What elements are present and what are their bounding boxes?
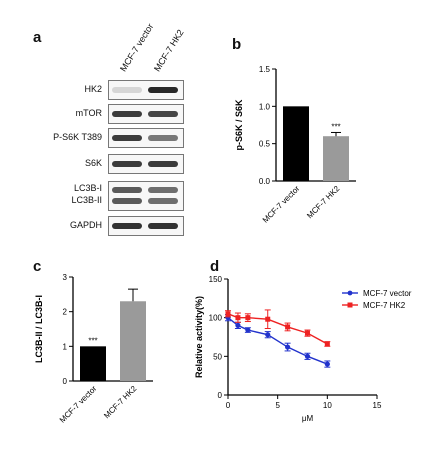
blot-band bbox=[112, 187, 142, 193]
data-point bbox=[235, 322, 241, 328]
y-tick-label: 1 bbox=[63, 342, 68, 351]
panel-letter-c: c bbox=[33, 258, 42, 275]
significance-label: *** bbox=[88, 336, 97, 345]
blot-row-label: LC3B-I bbox=[73, 183, 102, 193]
series-line bbox=[227, 313, 328, 345]
data-point bbox=[265, 316, 271, 322]
y-tick-label: 0 bbox=[218, 391, 223, 400]
blot-row-label: mTOR bbox=[75, 108, 102, 118]
legend-label: MCF-7 HK2 bbox=[363, 301, 406, 310]
blot-band bbox=[148, 187, 178, 193]
y-tick-label: 1.5 bbox=[259, 65, 271, 74]
blot-strip bbox=[108, 154, 184, 174]
legend-marker bbox=[347, 302, 353, 308]
data-point bbox=[265, 332, 271, 338]
blot-row-label: HK2 bbox=[84, 84, 102, 94]
data-point bbox=[324, 341, 330, 347]
y-tick-label: 0.0 bbox=[259, 177, 271, 186]
y-tick-label: 1.0 bbox=[259, 102, 271, 111]
legend-marker bbox=[347, 290, 353, 296]
panel-letter-b: b bbox=[232, 36, 242, 53]
bar bbox=[120, 301, 146, 381]
chart-d: 0 50 100 150 0 5 10 15 μM Relative activity(%) MCF… bbox=[194, 275, 412, 423]
blot-band bbox=[112, 135, 142, 141]
y-tick-label: 0 bbox=[63, 377, 68, 386]
blot-row-label: P-S6K T389 bbox=[53, 132, 102, 142]
y-tick-label: 50 bbox=[213, 352, 222, 361]
chart-b: 0.0 0.5 1.0 1.5 p-S6K / S6K MCF-7 vector MCF-7… bbox=[234, 65, 356, 225]
blot-column-label: MCF-7 vector bbox=[118, 21, 156, 74]
y-axis-label: Relative activity(%) bbox=[194, 296, 204, 378]
blot-band bbox=[148, 161, 178, 167]
panel-letter-d: d bbox=[210, 258, 220, 275]
blot-band bbox=[148, 198, 178, 204]
data-point bbox=[225, 311, 231, 317]
data-point bbox=[285, 344, 291, 350]
x-tick-label: MCF-7 vector bbox=[58, 384, 99, 425]
blot-band bbox=[112, 223, 142, 229]
data-point bbox=[304, 353, 311, 359]
data-point bbox=[225, 315, 231, 321]
blot-band bbox=[148, 135, 178, 141]
data-point bbox=[285, 324, 291, 330]
series-line bbox=[227, 317, 328, 365]
blot-row-label: GAPDH bbox=[69, 220, 102, 230]
bar bbox=[323, 136, 349, 181]
y-tick-label: 0.5 bbox=[259, 140, 271, 149]
bar bbox=[80, 346, 106, 381]
y-axis-label: p-S6K / S6K bbox=[234, 99, 244, 151]
panel-letter-a: a bbox=[33, 29, 42, 46]
data-point bbox=[235, 315, 241, 321]
significance-label: *** bbox=[331, 122, 340, 131]
blot-strip bbox=[108, 104, 184, 124]
blot-strip bbox=[108, 216, 184, 236]
blot-band bbox=[112, 198, 142, 204]
blot-band bbox=[112, 87, 142, 93]
blot-strip bbox=[108, 80, 184, 100]
x-tick-label: MCF-7 HK2 bbox=[305, 184, 342, 221]
x-tick-label: MCF-7 HK2 bbox=[102, 384, 139, 421]
blot-strip bbox=[108, 181, 184, 211]
x-tick-label: 0 bbox=[226, 401, 231, 410]
blot-column-label: MCF-7 HK2 bbox=[152, 27, 186, 74]
blot-row-label: S6K bbox=[84, 158, 102, 168]
blot-row-label: LC3B-II bbox=[71, 195, 102, 205]
data-point bbox=[324, 361, 330, 367]
x-tick-label: 10 bbox=[323, 401, 332, 410]
chart-c: 0 1 2 3 LC3B-II / LC3B-I MCF-7 vector MCF-7 HK… bbox=[34, 273, 153, 425]
blot-band bbox=[148, 111, 178, 117]
y-tick-label: 150 bbox=[209, 275, 223, 284]
x-axis-label: μM bbox=[302, 414, 314, 423]
x-tick-label: 5 bbox=[275, 401, 280, 410]
blot-band bbox=[112, 111, 142, 117]
y-tick-label: 3 bbox=[63, 273, 68, 282]
data-point bbox=[245, 327, 251, 333]
x-tick-label: MCF-7 vector bbox=[261, 184, 302, 225]
y-tick-label: 100 bbox=[209, 314, 223, 323]
data-point bbox=[245, 315, 251, 321]
x-tick-label: 15 bbox=[373, 401, 382, 410]
legend-label: MCF-7 vector bbox=[363, 289, 412, 298]
y-tick-label: 2 bbox=[63, 308, 68, 317]
data-point bbox=[304, 330, 310, 336]
blot-band bbox=[148, 87, 178, 93]
y-axis-label: LC3B-II / LC3B-I bbox=[34, 295, 44, 363]
blot-band bbox=[148, 223, 178, 229]
blot-strip bbox=[108, 128, 184, 148]
blot-band bbox=[112, 161, 142, 167]
bar bbox=[283, 106, 309, 181]
